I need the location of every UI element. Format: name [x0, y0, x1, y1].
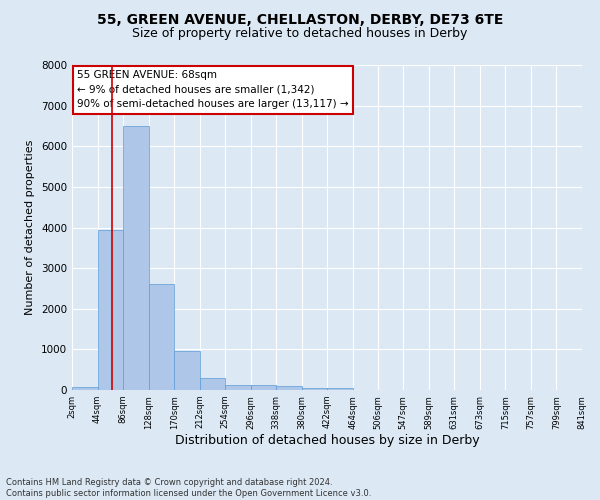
- Bar: [200, 378, 225, 390]
- Text: 55 GREEN AVENUE: 68sqm
← 9% of detached houses are smaller (1,342)
90% of semi-d: 55 GREEN AVENUE: 68sqm ← 9% of detached …: [77, 70, 349, 110]
- Y-axis label: Number of detached properties: Number of detached properties: [25, 140, 35, 315]
- Text: 55, GREEN AVENUE, CHELLASTON, DERBY, DE73 6TE: 55, GREEN AVENUE, CHELLASTON, DERBY, DE7…: [97, 12, 503, 26]
- Bar: [225, 384, 251, 390]
- Bar: [328, 388, 353, 390]
- Text: Contains HM Land Registry data © Crown copyright and database right 2024.
Contai: Contains HM Land Registry data © Crown c…: [6, 478, 371, 498]
- Text: Size of property relative to detached houses in Derby: Size of property relative to detached ho…: [133, 28, 467, 40]
- Bar: [149, 284, 174, 390]
- Bar: [98, 230, 123, 390]
- Bar: [251, 385, 276, 390]
- X-axis label: Distribution of detached houses by size in Derby: Distribution of detached houses by size …: [175, 434, 479, 448]
- Bar: [174, 352, 200, 390]
- Bar: [276, 386, 302, 390]
- Bar: [302, 388, 328, 390]
- Bar: [123, 126, 149, 390]
- Bar: [72, 387, 98, 390]
